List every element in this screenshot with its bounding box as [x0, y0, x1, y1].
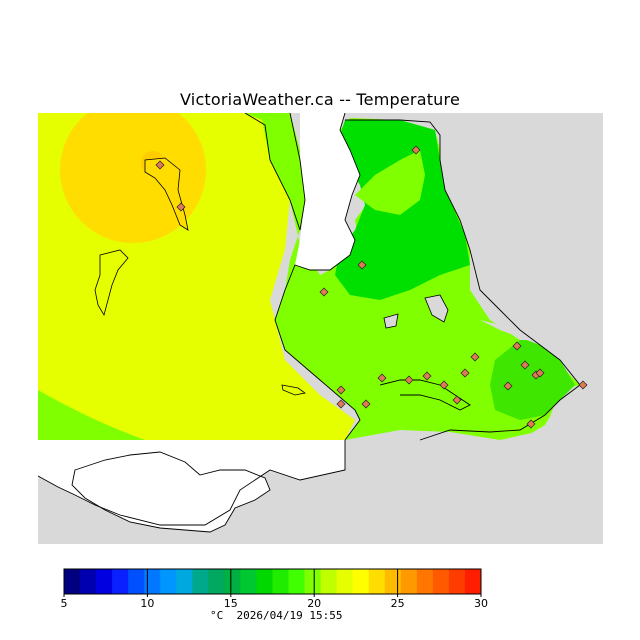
legend-swatch [368, 569, 386, 594]
station-marker [377, 373, 387, 383]
east-coast-land [420, 320, 603, 544]
legend-swatch [208, 569, 225, 594]
station-marker [336, 385, 346, 395]
station-marker [535, 368, 545, 378]
legend-tick-label: 20 [307, 597, 321, 610]
small-islet-3 [383, 313, 399, 329]
station-markers [155, 145, 588, 429]
legend-swatch [112, 569, 129, 594]
datetime-label: 2026/04/19 15:55 [236, 609, 343, 622]
zone-19-20-east [490, 340, 575, 420]
legend-swatch [400, 569, 418, 594]
legend-swatch [288, 569, 306, 594]
legend-swatch [304, 569, 322, 594]
northern-water [360, 113, 603, 320]
station-marker [404, 375, 414, 385]
legend-swatch [192, 569, 209, 594]
legend-tick-label: 30 [474, 597, 488, 610]
legend-tick-label: 15 [224, 597, 238, 610]
station-marker [526, 419, 536, 429]
legend-swatch [432, 569, 450, 594]
zone-24-25 [60, 113, 206, 243]
legend-swatch [80, 569, 97, 594]
station-marker [520, 360, 530, 370]
small-islet-1 [281, 384, 306, 396]
station-marker [439, 380, 449, 390]
timestamp: °C 2026/04/19 15:55 [210, 609, 342, 622]
legend-tick-label: 25 [391, 597, 405, 610]
map-title: VictoriaWeather.ca -- Temperature [180, 90, 460, 109]
legend-swatch [416, 569, 434, 594]
legend-tick-label: 5 [61, 597, 68, 610]
legend-swatch [160, 569, 177, 594]
legend-swatch [128, 569, 145, 594]
legend-swatch [384, 569, 402, 594]
saanich-inlet [295, 113, 360, 270]
legend-swatch [256, 569, 273, 594]
station-marker [336, 399, 346, 409]
zone-20-21-southwest [38, 390, 145, 440]
station-marker [361, 399, 371, 409]
station-marker [176, 202, 186, 212]
station-marker [512, 341, 522, 351]
legend-swatch [464, 569, 482, 594]
legend-swatch [336, 569, 354, 594]
southern-island [72, 452, 270, 532]
northwest-island [144, 157, 189, 231]
station-marker [155, 160, 165, 170]
legend-swatch [448, 569, 466, 594]
station-marker [452, 395, 462, 405]
legend-swatch [176, 569, 193, 594]
legend-swatch [272, 569, 290, 594]
small-islet-2 [424, 294, 449, 323]
legend-tick-label: 10 [140, 597, 154, 610]
station-marker [503, 381, 513, 391]
station-marker [578, 380, 588, 390]
station-marker [470, 352, 480, 362]
station-marker [411, 145, 421, 155]
south-land [38, 440, 430, 544]
legend-swatch [144, 569, 161, 594]
station-marker [319, 287, 329, 297]
legend-swatch [224, 569, 241, 594]
station-marker [460, 368, 470, 378]
station-marker [422, 371, 432, 381]
unit-label: °C [210, 609, 224, 622]
station-marker [357, 260, 367, 270]
legend-swatch [352, 569, 370, 594]
zone-20-21-north [355, 150, 425, 215]
legend-swatch [64, 569, 81, 594]
legend-swatch [240, 569, 257, 594]
western-island [94, 249, 129, 317]
legend-swatch [96, 569, 113, 594]
legend-swatch [320, 569, 338, 594]
